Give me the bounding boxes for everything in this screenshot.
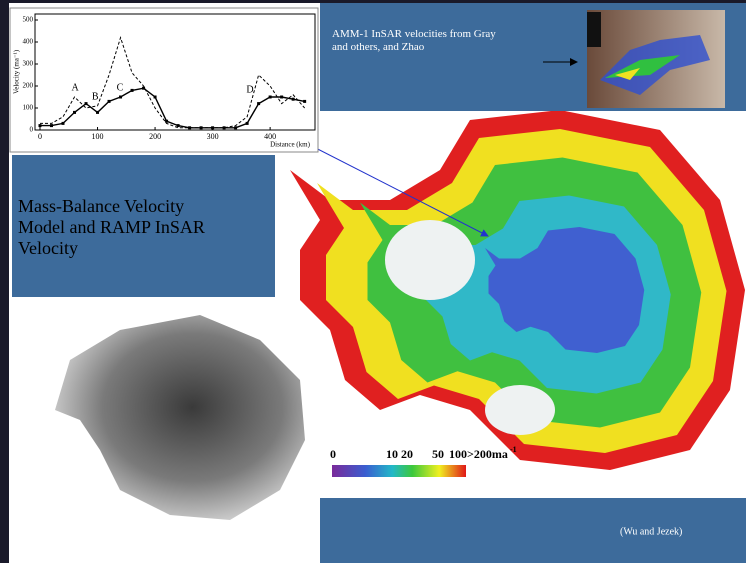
series-marker xyxy=(303,100,306,103)
series-marker xyxy=(85,102,88,105)
colorbar-label: >200ma xyxy=(467,447,508,461)
frame-top xyxy=(0,0,746,3)
y-tick-label: 0 xyxy=(30,126,34,134)
annotation: B xyxy=(92,91,99,102)
colorbar xyxy=(332,465,466,477)
colorbar-label: 20 xyxy=(401,447,413,461)
annotation: D xyxy=(246,85,253,96)
y-tick-label: 300 xyxy=(23,60,34,68)
series-marker xyxy=(39,124,42,127)
series-marker xyxy=(131,89,134,92)
text-line: AMM-1 InSAR velocities from Gray xyxy=(332,28,496,40)
colorbar-label: 10 xyxy=(386,447,398,461)
series-marker xyxy=(62,122,65,125)
text-line: Velocity xyxy=(18,238,78,258)
series-marker xyxy=(119,96,122,99)
series-marker xyxy=(108,100,111,103)
credit: (Wu and Jezek) xyxy=(620,526,682,537)
x-tick-label: 0 xyxy=(38,132,42,141)
series-marker xyxy=(280,96,283,99)
series-marker xyxy=(246,122,249,125)
series-marker xyxy=(154,96,157,99)
series-marker xyxy=(165,120,168,123)
y-tick-label: 500 xyxy=(23,16,34,24)
text-line: Mass-Balance Velocity xyxy=(18,196,184,216)
x-tick-label: 400 xyxy=(264,132,276,141)
series-marker xyxy=(50,124,53,127)
x-tick-label: 300 xyxy=(207,132,219,141)
text-line: and others, and Zhao xyxy=(332,41,425,53)
y-tick-label: 100 xyxy=(23,104,34,112)
frame-left xyxy=(0,0,9,563)
colorbar-label: 100 xyxy=(449,447,467,461)
y-tick-label: 400 xyxy=(23,38,34,46)
colorbar-label: 0 xyxy=(330,447,336,461)
x-tick-label: 100 xyxy=(92,132,104,141)
slide: AMM-1 InSAR velocities from Grayand othe… xyxy=(0,0,746,563)
annotation: A xyxy=(71,82,79,93)
page: AMM-1 InSAR velocities from Grayand othe… xyxy=(0,0,746,563)
x-axis-label: Distance (km) xyxy=(270,141,311,149)
annotation: C xyxy=(117,82,124,93)
series-marker xyxy=(96,111,99,114)
series-marker xyxy=(257,102,260,105)
x-tick-label: 200 xyxy=(149,132,161,141)
colorbar-exponent: -1 xyxy=(510,445,517,454)
series-marker xyxy=(73,111,76,114)
y-tick-label: 200 xyxy=(23,82,34,90)
series-marker xyxy=(292,98,295,101)
series-marker xyxy=(142,87,145,90)
text-line: Model and RAMP InSAR xyxy=(18,217,205,237)
series-marker xyxy=(269,96,272,99)
thumbnail xyxy=(587,10,725,108)
colorbar-label: 50 xyxy=(432,447,444,461)
series-marker xyxy=(234,126,237,129)
series-marker xyxy=(177,124,180,127)
y-axis-label: Velocity (ma⁻¹) xyxy=(13,49,21,94)
